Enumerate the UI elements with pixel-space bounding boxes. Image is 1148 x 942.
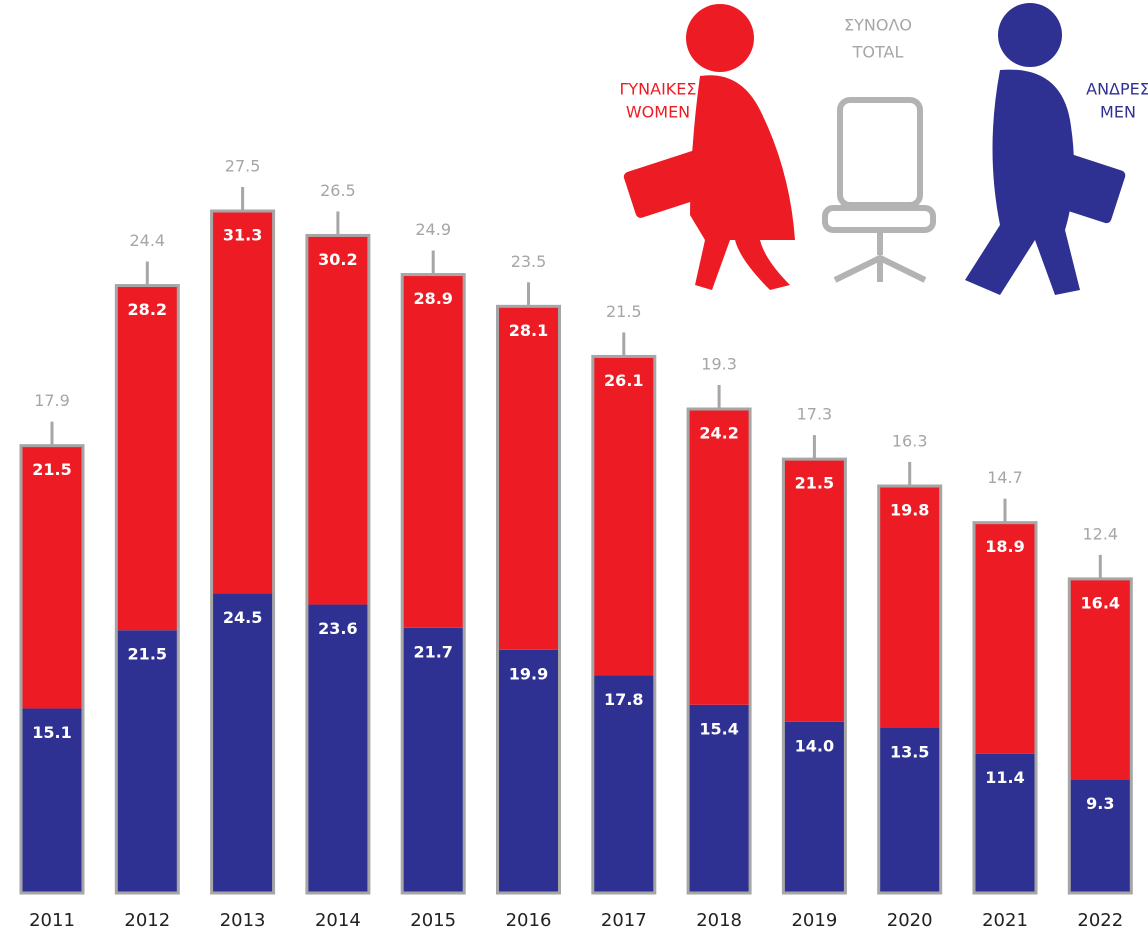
bar-segment [211, 593, 274, 893]
x-tick-label: 2019 [791, 910, 837, 931]
bar-segment [783, 459, 846, 722]
total-label: 26.5 [320, 181, 356, 200]
legend-label: MEN [1100, 103, 1136, 122]
value-label: 15.1 [32, 723, 71, 742]
value-label: 24.2 [699, 424, 738, 443]
value-label: 19.9 [509, 664, 548, 683]
bar-segment [783, 721, 846, 893]
total-label: 27.5 [225, 157, 261, 176]
total-label: 23.5 [511, 252, 547, 271]
bar-segment [974, 522, 1036, 754]
women-icon [623, 4, 795, 290]
x-tick-label: 2013 [220, 910, 266, 931]
value-label: 17.8 [604, 690, 643, 709]
bar-segment [688, 704, 751, 893]
value-label: 11.4 [985, 768, 1024, 787]
bar-segment [878, 486, 941, 728]
total-label: 24.4 [129, 231, 165, 250]
value-label: 21.7 [413, 642, 452, 661]
value-label: 15.4 [699, 719, 738, 738]
value-label: 21.5 [795, 474, 834, 493]
bar-segment [211, 211, 274, 594]
x-tick-label: 2018 [696, 910, 742, 931]
total-label: 19.3 [701, 355, 737, 374]
x-tick-label: 2022 [1077, 910, 1123, 931]
total-label: 24.9 [415, 220, 451, 239]
bar-segment [974, 753, 1036, 893]
value-label: 21.5 [32, 460, 71, 479]
value-label: 21.5 [128, 645, 167, 664]
bar-segment [497, 649, 560, 893]
chair-icon [822, 97, 936, 283]
value-label: 18.9 [985, 537, 1024, 556]
legend-label: ΓΥΝΑΙΚΕΣ [619, 80, 696, 99]
value-label: 28.9 [413, 289, 452, 308]
legend-label: ΑΝΔΡΕΣ [1086, 80, 1148, 99]
bar-segment [21, 445, 83, 709]
value-label: 26.1 [604, 371, 643, 390]
value-label: 30.2 [318, 250, 357, 269]
bar-segment [306, 604, 369, 893]
value-label: 19.8 [890, 501, 929, 520]
bar-segment [116, 285, 179, 631]
x-tick-label: 2012 [124, 910, 170, 931]
total-label: 17.3 [797, 405, 833, 424]
legend-label: WOMEN [626, 103, 690, 122]
bar-segment [402, 274, 465, 628]
x-tick-label: 2017 [601, 910, 647, 931]
men-icon [965, 3, 1126, 295]
value-label: 31.3 [223, 226, 262, 245]
x-tick-label: 2020 [887, 910, 933, 931]
value-label: 28.2 [128, 300, 167, 319]
legend-label: TOTAL [852, 43, 904, 62]
bar-segment [878, 728, 941, 893]
total-label: 21.5 [606, 302, 642, 321]
bar-segment [21, 708, 83, 893]
total-label: 12.4 [1082, 524, 1118, 543]
bar-segment [592, 356, 655, 676]
bar-segment [1069, 578, 1132, 780]
value-label: 23.6 [318, 619, 357, 638]
bar-segment [116, 630, 179, 893]
bar-segment [402, 627, 465, 893]
value-label: 14.0 [795, 736, 834, 755]
x-tick-label: 2015 [410, 910, 456, 931]
bar-segment [306, 235, 369, 605]
bar-segment [688, 409, 751, 705]
legend-label: ΣΥΝΟΛΟ [844, 16, 912, 35]
total-label: 14.7 [987, 468, 1023, 487]
bar-segment [497, 306, 560, 650]
x-tick-label: 2016 [506, 910, 552, 931]
x-tick-label: 2011 [29, 910, 75, 931]
bar-segment [592, 675, 655, 893]
value-label: 16.4 [1081, 593, 1120, 612]
x-tick-label: 2021 [982, 910, 1028, 931]
value-label: 24.5 [223, 608, 262, 627]
value-label: 9.3 [1086, 794, 1114, 813]
total-label: 16.3 [892, 432, 928, 451]
value-label: 28.1 [509, 321, 548, 340]
total-label: 17.9 [34, 391, 70, 410]
value-label: 13.5 [890, 743, 929, 762]
x-tick-label: 2014 [315, 910, 361, 931]
bar-segment [1069, 779, 1132, 893]
